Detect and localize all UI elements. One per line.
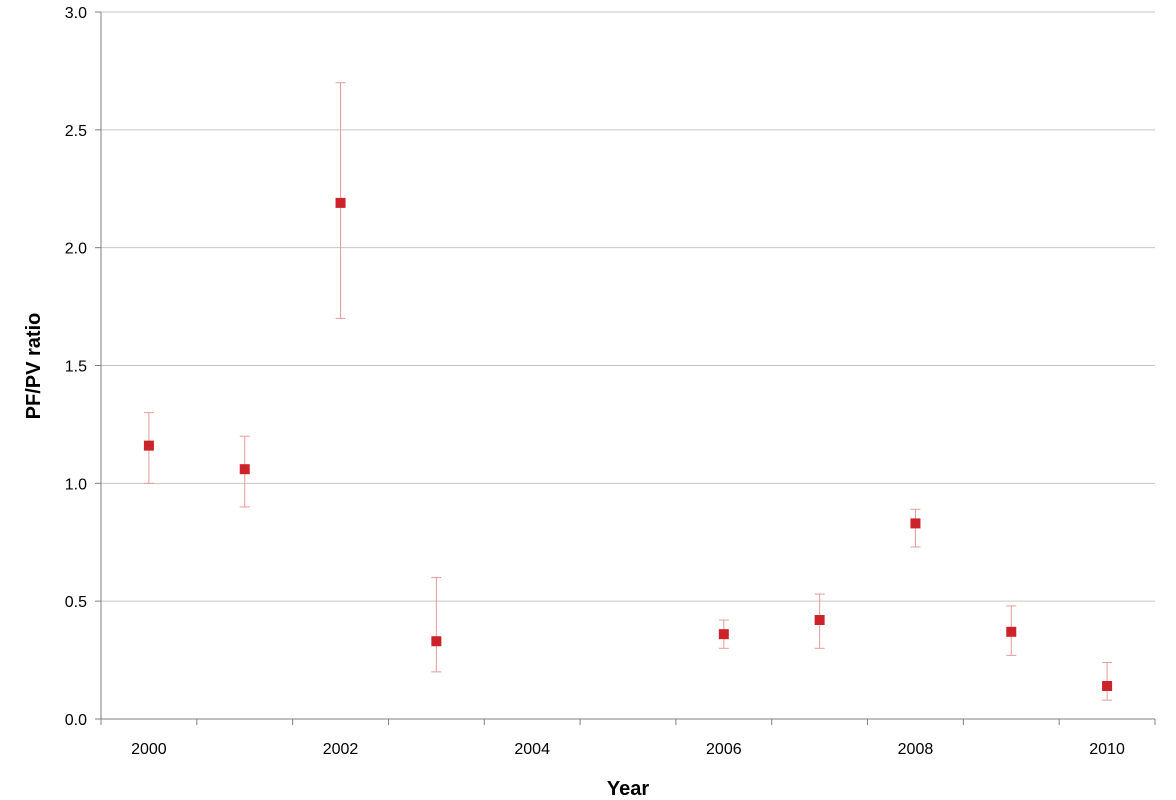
data-point [1006,626,1017,637]
y-tick-label: 0.5 [65,594,87,611]
error-bars [143,82,1113,701]
data-point [335,197,346,208]
x-tick-label: 2006 [706,741,742,758]
x-tick-label: 2000 [131,741,167,758]
x-tick-label: 2008 [898,741,934,758]
x-tick-label: 2004 [514,741,550,758]
data-point [239,464,250,475]
data-point [143,440,154,451]
axes [95,11,1156,725]
data-point [910,518,921,529]
data-point [814,615,825,626]
y-tick-label: 1.0 [65,476,87,493]
x-tick-label: 2002 [323,741,359,758]
y-axis-title: PF/PV ratio [23,313,45,420]
x-axis-title: Year [607,778,649,800]
data-point [1102,681,1113,692]
gridlines [101,11,1155,602]
x-tick-label: 2010 [1089,741,1125,758]
y-tick-label: 0.0 [65,712,87,729]
y-tick-label: 3.0 [65,5,87,22]
data-point [718,629,729,640]
data-points [143,197,1113,692]
y-tick-label: 2.0 [65,241,87,258]
y-tick-label: 2.5 [65,123,87,140]
data-point [431,636,442,647]
tick-labels: 0.0 0.5 1.0 1.5 2.0 2.5 3.0 2000 2002 2004 2006 200… [65,5,1125,758]
y-tick-label: 1.5 [65,359,87,376]
